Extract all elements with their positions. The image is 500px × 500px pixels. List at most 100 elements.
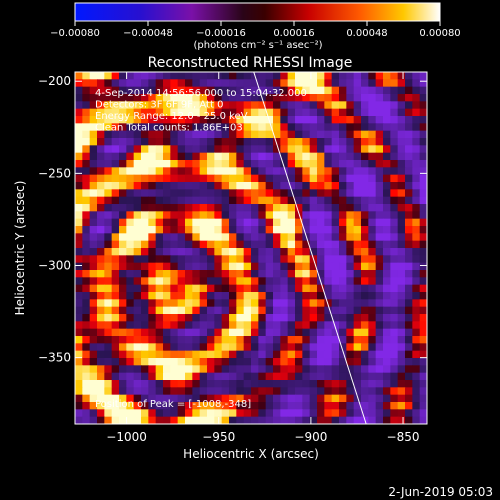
heatmap-cell <box>148 314 157 322</box>
heatmap-cell <box>111 94 120 102</box>
heatmap-cell <box>119 270 127 278</box>
heatmap-cell <box>251 211 259 220</box>
heatmap-cell <box>170 72 179 80</box>
heatmap-cell <box>104 262 113 271</box>
heatmap-cell <box>390 343 399 352</box>
heatmap-cell <box>368 226 377 234</box>
heatmap-cell <box>361 182 369 190</box>
heatmap-cell <box>302 211 311 220</box>
heatmap-cell <box>221 402 230 410</box>
heatmap-cell <box>89 196 98 205</box>
heatmap-cell <box>273 299 281 308</box>
heatmap-cell <box>185 306 193 315</box>
heatmap-cell <box>148 226 157 234</box>
heatmap-cell <box>155 79 164 88</box>
heatmap-cell <box>97 416 105 424</box>
heatmap-cell <box>243 380 252 388</box>
heatmap-cell <box>331 86 340 95</box>
heatmap-cell <box>390 372 399 381</box>
heatmap-cell <box>119 248 127 256</box>
heatmap-cell <box>361 270 369 278</box>
heatmap-cell <box>155 86 164 95</box>
heatmap-cell <box>207 218 215 227</box>
heatmap-cell <box>75 402 83 410</box>
heatmap-cell <box>155 123 164 132</box>
heatmap-cell <box>89 145 98 154</box>
heatmap-cell <box>383 402 391 410</box>
heatmap-cell <box>207 402 215 410</box>
heatmap-cell <box>199 248 208 256</box>
heatmap-cell <box>302 365 311 374</box>
heatmap-cell <box>397 116 406 124</box>
heatmap-cell <box>390 299 399 308</box>
heatmap-cell <box>302 123 311 132</box>
heatmap-cell <box>309 306 318 315</box>
heatmap-cell <box>133 160 142 168</box>
heatmap-cell <box>207 255 215 264</box>
heatmap-cell <box>361 189 369 198</box>
heatmap-cell <box>368 262 377 271</box>
heatmap-cell <box>192 277 201 286</box>
heatmap-cell <box>412 240 421 249</box>
heatmap-cell <box>177 394 186 403</box>
heatmap-cell <box>251 248 259 256</box>
heatmap-cell <box>133 336 142 344</box>
annotation-line: Detectors: 3F 6F 9F, Att 0 <box>95 100 223 111</box>
colorbar-tick-label: −0.00048 <box>123 28 173 39</box>
heatmap-cell <box>331 101 340 110</box>
heatmap-cell <box>397 138 406 146</box>
heatmap-cell <box>287 240 296 249</box>
footer-date: 2-Jun-2019 05:03 <box>388 485 493 499</box>
heatmap-cell <box>89 328 98 337</box>
heatmap-cell <box>280 233 289 242</box>
heatmap-cell <box>405 321 413 330</box>
heatmap-cell <box>75 372 83 381</box>
heatmap-cell <box>383 138 391 146</box>
heatmap-cell <box>111 248 120 256</box>
heatmap-cell <box>287 292 296 300</box>
heatmap-cell <box>353 211 362 220</box>
heatmap-cell <box>295 101 303 110</box>
heatmap-cell <box>221 336 230 344</box>
heatmap-cell <box>163 138 171 146</box>
heatmap-cell <box>148 233 157 242</box>
heatmap-cell <box>368 233 377 242</box>
heatmap-cell <box>221 299 230 308</box>
heatmap-cell <box>155 343 164 352</box>
heatmap-cell <box>324 350 333 359</box>
heatmap-cell <box>163 218 171 227</box>
heatmap-cell <box>163 387 171 396</box>
heatmap-cell <box>375 204 384 212</box>
heatmap-cell <box>229 218 237 227</box>
heatmap-cell <box>82 152 91 161</box>
heatmap-cell <box>383 299 391 308</box>
heatmap-cell <box>383 336 391 344</box>
heatmap-cell <box>346 167 355 176</box>
heatmap-cell <box>375 226 384 234</box>
heatmap-cell <box>419 343 427 352</box>
heatmap-cell <box>419 394 427 403</box>
heatmap-cell <box>133 226 142 234</box>
heatmap-cell <box>214 204 223 212</box>
heatmap-cell <box>309 204 318 212</box>
heatmap-cell <box>207 270 215 278</box>
heatmap-cell <box>119 292 127 300</box>
heatmap-cell <box>339 328 347 337</box>
heatmap-cell <box>104 358 113 366</box>
heatmap-cell <box>295 182 303 190</box>
heatmap-cell <box>383 94 391 102</box>
heatmap-cell <box>170 211 179 220</box>
heatmap-cell <box>375 350 384 359</box>
heatmap-cell <box>390 101 399 110</box>
heatmap-cell <box>258 182 267 190</box>
heatmap-cell <box>185 182 193 190</box>
heatmap-cell <box>287 160 296 168</box>
colorbar-tick-label: 0.00048 <box>346 28 387 39</box>
heatmap-cell <box>126 336 135 344</box>
heatmap-cell <box>82 174 91 183</box>
heatmap-cell <box>361 226 369 234</box>
heatmap-cell <box>236 380 245 388</box>
heatmap-cell <box>295 123 303 132</box>
heatmap-cell <box>383 152 391 161</box>
heatmap-cell <box>317 380 325 388</box>
